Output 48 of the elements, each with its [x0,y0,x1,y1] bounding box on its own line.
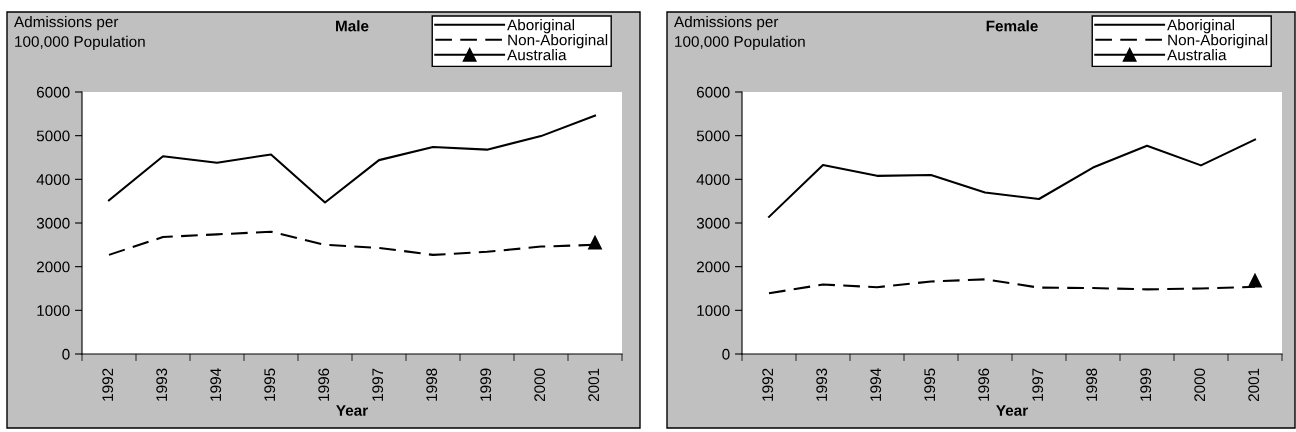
x-tick-label: 1996 [978,368,990,401]
x-tick-label: 1996 [318,368,330,401]
line-series [767,138,1257,218]
x-axis-title: Year [336,405,368,416]
x-tick-label: 1992 [102,368,114,401]
y-tick-label: 2000 [696,261,730,273]
x-tick-label: 1997 [372,368,384,401]
legend-label: Aboriginal [1167,19,1235,34]
y-tick-label: 3000 [36,217,70,229]
x-tick-label: 2000 [1194,368,1206,402]
x-tick-label: 1995 [264,368,276,401]
y-axis-title: Admissions per 100,000 Population [674,16,805,51]
y-axis-title: Admissions per 100,000 Population [14,16,145,51]
x-tick-label: 1994 [870,368,882,401]
x-tick-label: 1999 [1140,368,1152,401]
legend-label: Aboriginal [507,19,575,34]
x-tick-label: 1995 [924,368,936,401]
y-tick-label: 6000 [36,86,70,98]
x-tick-label: 1993 [156,368,168,401]
x-tick-label: 1994 [210,368,222,401]
x-tick-label: 1993 [816,368,828,401]
y-tick-label: 1000 [37,305,70,317]
y-tick-label: 5000 [36,130,70,142]
x-axis-title: Year [996,405,1028,416]
y-tick-label: 4000 [36,174,70,186]
x-tick-label: 2001 [1248,368,1260,402]
y-tick-label: 4000 [696,174,730,186]
x-tick-label: 1992 [762,368,774,401]
x-tick-label: 1999 [480,368,492,401]
chart-title: Female [986,20,1038,32]
line-series [107,114,597,204]
legend-label: Australia [507,49,567,61]
legend-label: Australia [1167,49,1227,61]
y-tick-label: 5000 [696,130,730,142]
y-tick-label: 0 [62,348,70,360]
y-tick-label: 1000 [697,305,730,317]
x-tick-label: 2000 [534,368,546,402]
y-tick-label: 0 [722,348,730,360]
y-tick-label: 3000 [696,217,730,229]
y-tick-label: 2000 [36,261,70,273]
x-tick-label: 1998 [1086,368,1098,401]
legend-label: Non-Aboriginal [1168,34,1268,49]
x-tick-label: 1997 [1032,368,1044,401]
y-tick-label: 6000 [696,86,730,98]
chart-title: Male [336,20,369,32]
x-tick-label: 1998 [426,368,438,401]
legend-label: Non-Aboriginal [508,34,608,49]
x-tick-label: 2001 [588,368,600,402]
